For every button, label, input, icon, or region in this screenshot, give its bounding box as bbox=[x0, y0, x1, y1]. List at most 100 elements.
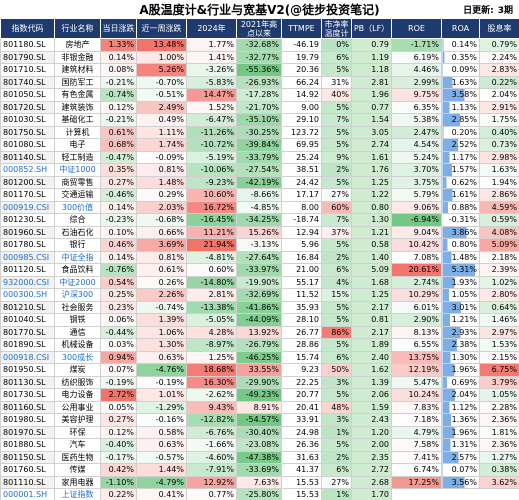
table-cell: 3.70% bbox=[391, 163, 442, 177]
table-cell: 1.48% bbox=[136, 175, 187, 189]
table-cell: 交通运输 bbox=[54, 188, 101, 202]
table-cell: -8.66% bbox=[236, 188, 282, 202]
table-cell: 0.94% bbox=[100, 350, 137, 364]
table-cell: 000985.CSI bbox=[0, 250, 55, 264]
table-cell: 0.14% bbox=[100, 50, 137, 64]
table-cell: 3.79% bbox=[479, 375, 519, 389]
table-cell: 1.17% bbox=[441, 150, 480, 164]
table-cell: -21.70% bbox=[236, 100, 282, 114]
table-cell: 3% bbox=[321, 375, 352, 389]
table-cell: 电子 bbox=[54, 138, 101, 152]
table-cell: 0.20% bbox=[441, 125, 480, 139]
table-cell: 5.26% bbox=[136, 63, 187, 77]
table-cell: 7% bbox=[321, 213, 352, 227]
table-cell: -10.72% bbox=[186, 138, 237, 152]
table-cell: 0.29% bbox=[136, 188, 187, 202]
table-cell: 932000.CSI bbox=[0, 275, 55, 289]
table-cell: 300价值 bbox=[54, 200, 101, 214]
table-cell: 3.05 bbox=[351, 125, 392, 139]
table-cell: 2.80% bbox=[479, 288, 519, 302]
table-cell: 5% bbox=[321, 138, 352, 152]
table-cell: 0.77% bbox=[186, 488, 237, 500]
table-cell: -0.16% bbox=[136, 413, 187, 427]
table-row: 801740.SL 国防军工 -0.21% -0.70% -5.83% -26.93% 66… bbox=[0, 75, 519, 89]
table-cell: 801710.SL bbox=[0, 63, 55, 77]
table-cell: 21.00 bbox=[281, 263, 322, 277]
table-cell: 食品饮料 bbox=[54, 263, 101, 277]
table-cell: 钢铁 bbox=[54, 313, 101, 327]
table-row: 801970.SL 环保 0.12% 0.58% -6.76% -30.40% 24.98 1… bbox=[0, 425, 519, 439]
table-cell: 1.11% bbox=[136, 125, 187, 139]
table-cell: 17.25% bbox=[391, 475, 442, 489]
table-cell: 0.07% bbox=[441, 463, 480, 477]
table-cell: 2.17 bbox=[351, 325, 392, 339]
column-header: 市净率温度计 bbox=[321, 18, 352, 39]
table-cell: 1.19 bbox=[351, 50, 392, 64]
table-cell: -1.71% bbox=[391, 38, 442, 52]
table-cell: 0.07% bbox=[100, 363, 137, 377]
table-cell: 38.51 bbox=[281, 163, 322, 177]
table-cell: 2.00 bbox=[351, 438, 392, 452]
table-cell: 0.66% bbox=[136, 225, 187, 239]
table-cell: -19.90% bbox=[236, 275, 282, 289]
table-cell: 000852.SH bbox=[0, 163, 55, 177]
table-cell: -29.90% bbox=[236, 375, 282, 389]
table-cell: 0.63% bbox=[136, 438, 187, 452]
table-row: 801080.SL 电子 0.68% 1.74% -10.72% -39.84% 69.95… bbox=[0, 138, 519, 152]
table-cell: 801970.SL bbox=[0, 425, 55, 439]
table-row: 801050.SL 有色金属 -0.74% -0.51% 14.47% -17.28% 14… bbox=[0, 88, 519, 102]
title: A股温度计&行业与宽基V2(@徒步投资笔记) bbox=[139, 3, 380, 17]
table-cell: -2.62% bbox=[186, 388, 237, 402]
table-cell: 801770.SL bbox=[0, 325, 55, 339]
table-cell: 55.17 bbox=[281, 275, 322, 289]
table-cell: 纺织服饰 bbox=[54, 375, 101, 389]
table-cell: 17.17 bbox=[281, 188, 322, 202]
table-cell: 0.14% bbox=[100, 250, 137, 264]
table-cell: -26.79% bbox=[236, 338, 282, 352]
table-cell: 16.84 bbox=[281, 250, 322, 264]
table-cell: -55.36% bbox=[236, 63, 282, 77]
table-cell: -8.97% bbox=[186, 338, 237, 352]
table-cell: 20.41 bbox=[281, 400, 322, 414]
table-cell: 1.81% bbox=[479, 425, 519, 439]
table-cell: 5% bbox=[321, 388, 352, 402]
table-cell: 煤炭 bbox=[54, 363, 101, 377]
table-cell: 3% bbox=[321, 413, 352, 427]
table-cell: 1.12% bbox=[441, 400, 480, 414]
column-header: 近一周涨跌 bbox=[136, 18, 187, 39]
table-cell: -33.69% bbox=[236, 463, 282, 477]
table-cell: 2.72 bbox=[351, 463, 392, 477]
table-row: 801110.SL 家用电器 -1.10% -4.79% 12.92% 7.63% 15.5… bbox=[0, 475, 519, 489]
table-cell: 0% bbox=[321, 38, 352, 52]
table-cell: 1.21% bbox=[441, 313, 480, 327]
table-cell: 1.31% bbox=[441, 438, 480, 452]
table-cell: 9.23 bbox=[281, 363, 322, 377]
table-cell: 000001.SH bbox=[0, 488, 55, 500]
table-cell: 1.33% bbox=[100, 38, 137, 52]
table-cell: 1.61% bbox=[441, 188, 480, 202]
table-row: 000300.SH 沪深300 0.25% 2.26% 2.81% -32.69% 11.5… bbox=[0, 288, 519, 302]
table-cell: 沪深300 bbox=[54, 288, 101, 302]
table-cell: 0.73% bbox=[479, 138, 519, 152]
table-cell: 4.28% bbox=[186, 325, 237, 339]
table-cell: 0.54% bbox=[100, 275, 137, 289]
table-cell: 2.06 bbox=[351, 388, 392, 402]
table-cell: 1.05% bbox=[441, 288, 480, 302]
table-cell: 801760.SL bbox=[0, 463, 55, 477]
table-cell: 41.37 bbox=[281, 463, 322, 477]
table-cell: 1.68 bbox=[351, 275, 392, 289]
table-row: 932000.CSI 中证2000 0.54% 0.26% -14.80% -19.90%… bbox=[0, 275, 519, 289]
table-cell: 123.72 bbox=[281, 125, 322, 139]
table-cell: 商贸零售 bbox=[54, 175, 101, 189]
table-cell: 1.63% bbox=[479, 163, 519, 177]
table-cell: 801890.SL bbox=[0, 338, 55, 352]
table-cell: 1.54 bbox=[351, 113, 392, 127]
table-cell: 16.72% bbox=[186, 200, 237, 214]
table-cell: 801950.SL bbox=[0, 363, 55, 377]
table-cell: 0.59% bbox=[479, 213, 519, 227]
table-row: 801040.SL 钢铁 0.06% 1.39% -5.05% -44.09% 28.10 5… bbox=[0, 313, 519, 327]
table-cell: 社会服务 bbox=[54, 300, 101, 314]
table-cell: 3.62% bbox=[479, 475, 519, 489]
table-cell: 40% bbox=[321, 88, 352, 102]
table-cell: -0.09% bbox=[136, 150, 187, 164]
